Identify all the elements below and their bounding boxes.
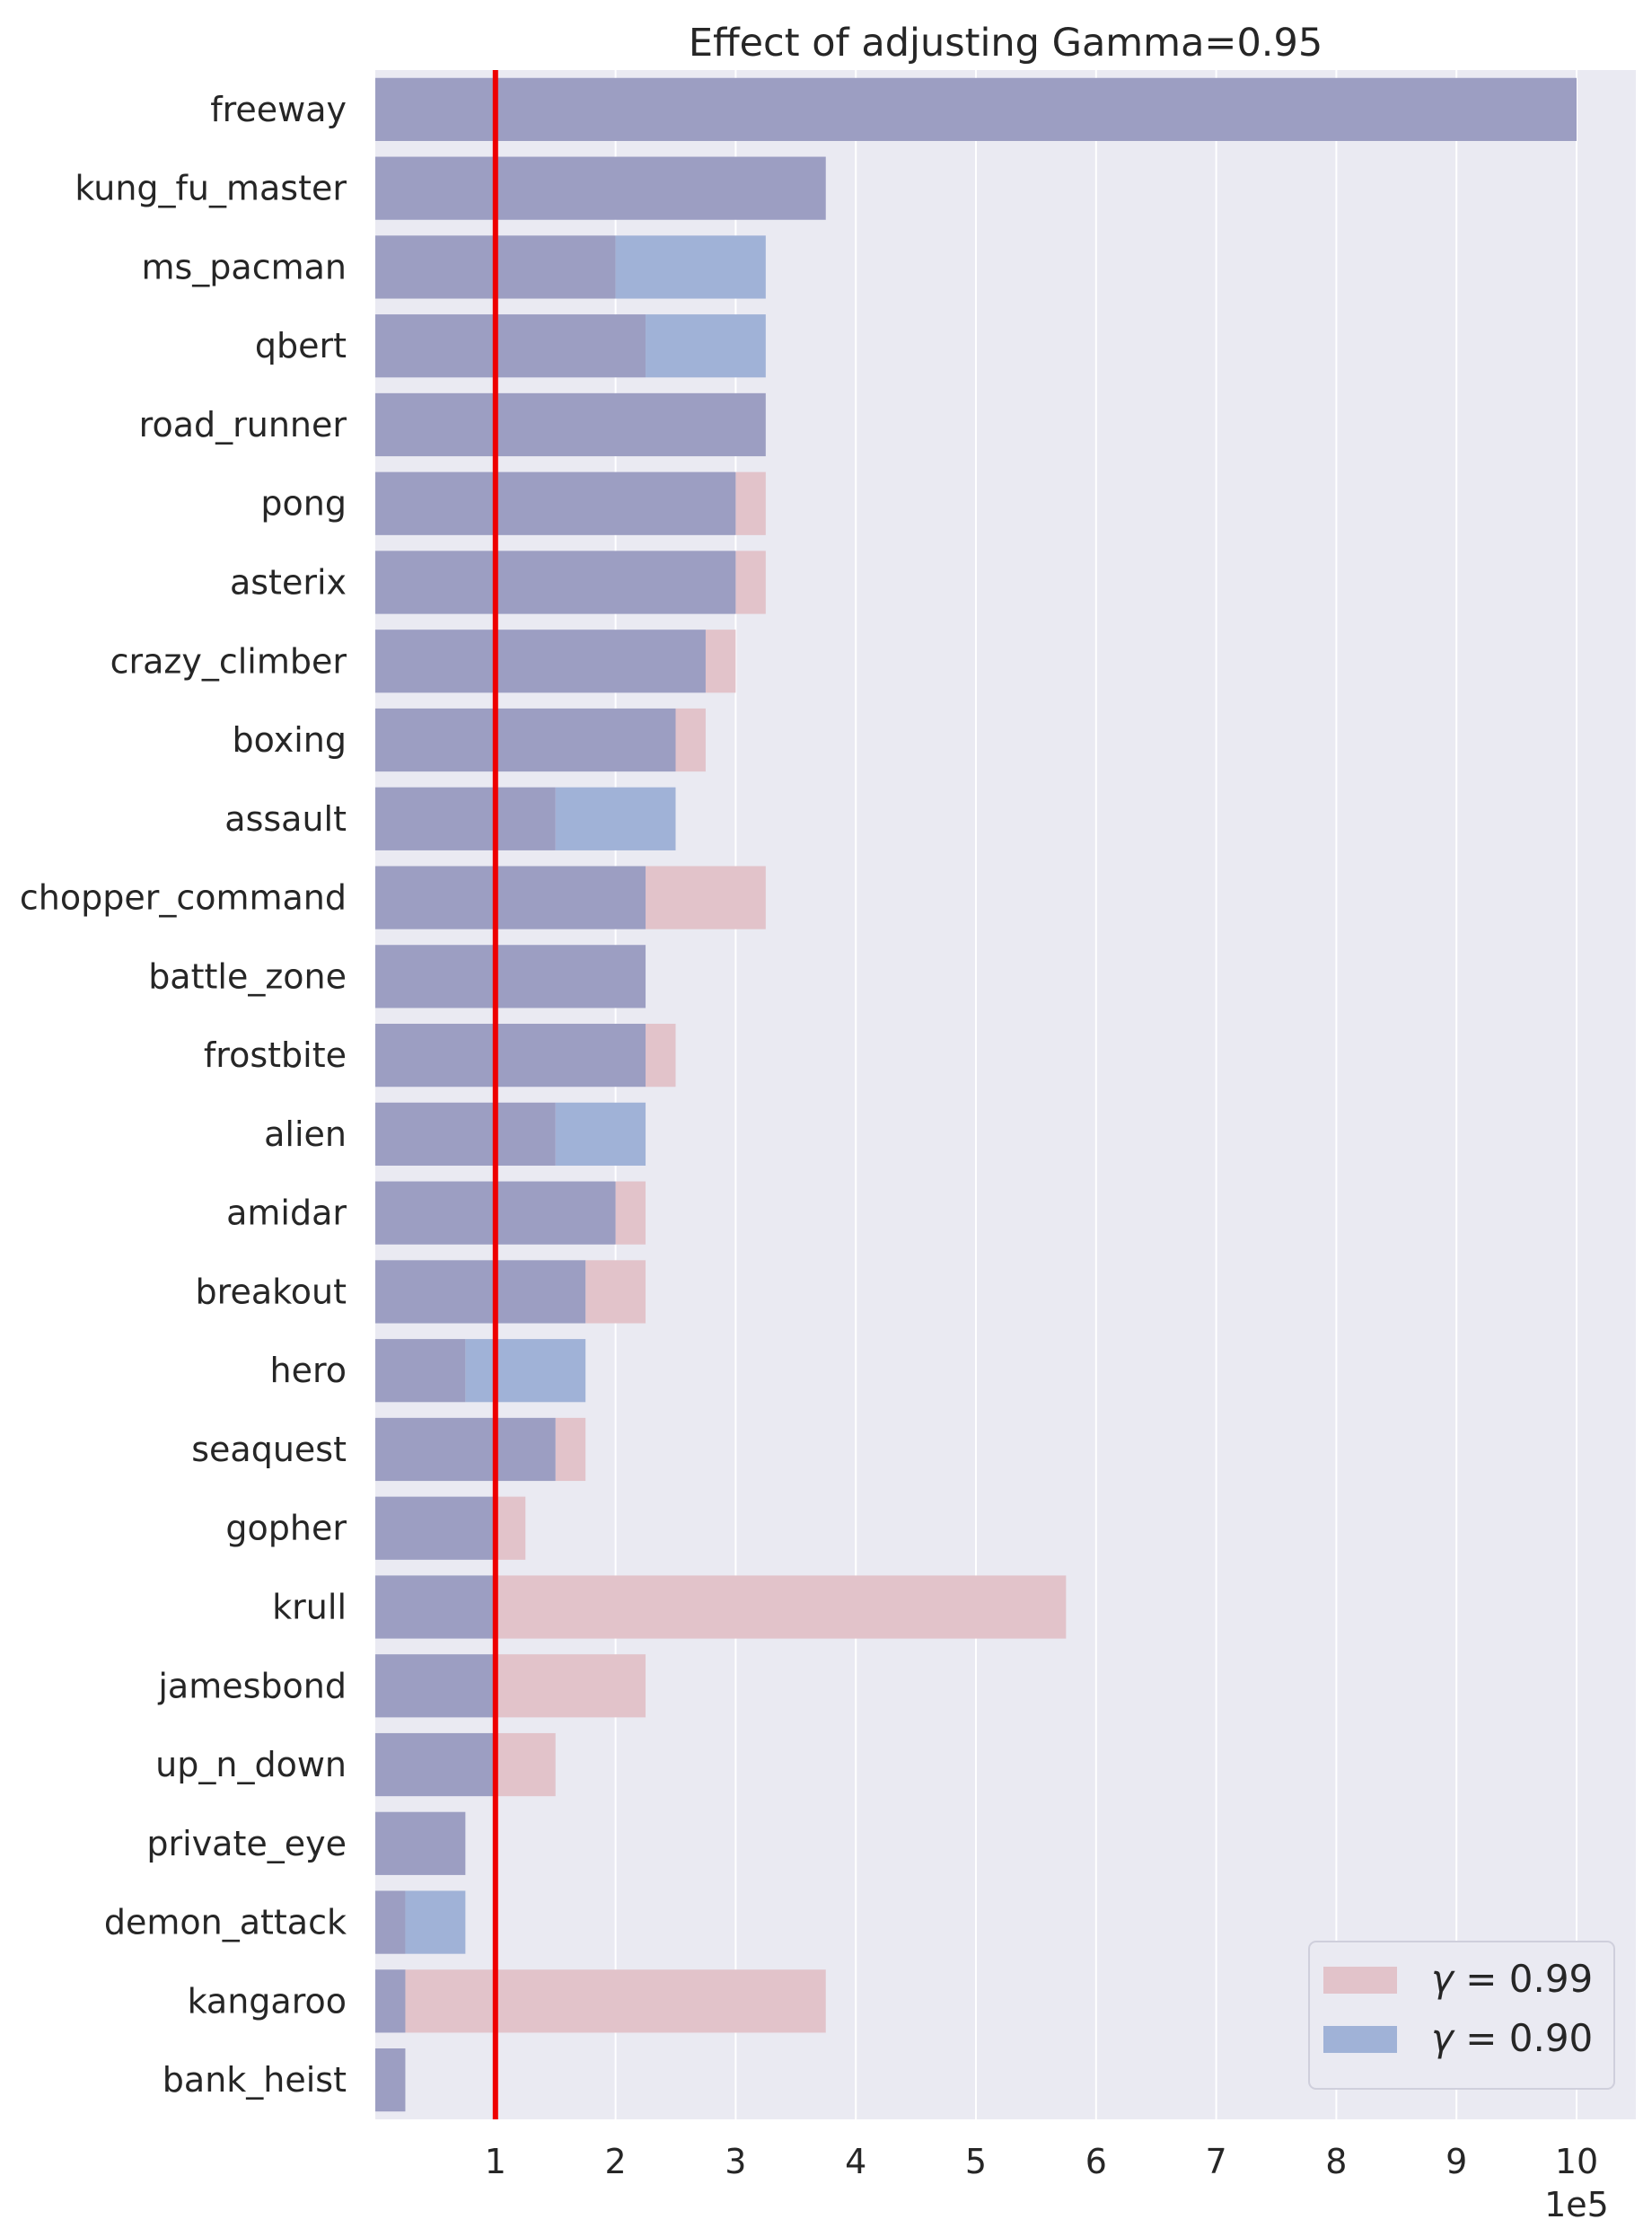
bar-chopper_command-overlap — [375, 866, 646, 929]
category-label: freeway — [210, 90, 347, 129]
bar-kung_fu_master-overlap — [375, 156, 826, 220]
bar-frostbite-overlap — [375, 1024, 646, 1088]
bar-pong-gamma-099 — [735, 471, 766, 535]
legend: γ = 0.99 γ = 0.90 — [1308, 1941, 1615, 2090]
category-label: pong — [260, 484, 347, 524]
category-label: road_runner — [139, 405, 347, 445]
bar-road_runner-overlap — [375, 392, 766, 457]
bar-gopher-overlap — [375, 1496, 496, 1560]
bar-jamesbond-gamma-099 — [495, 1654, 646, 1718]
bar-krull-overlap — [375, 1575, 496, 1639]
bar-chopper_command-gamma-099 — [646, 866, 766, 929]
bar-boxing-overlap — [375, 708, 676, 772]
category-label: demon_attack — [104, 1903, 347, 1942]
category-label: boxing — [233, 720, 347, 760]
category-label: assault — [224, 799, 347, 839]
bar-crazy_climber-overlap — [375, 630, 706, 693]
x-tick-label: 6 — [1085, 2142, 1107, 2181]
bar-alien-overlap — [375, 1102, 556, 1166]
category-label: chopper_command — [20, 878, 347, 918]
category-label: hero — [270, 1351, 347, 1390]
x-tick-label: 3 — [725, 2142, 746, 2181]
bar-demon_attack-overlap — [375, 1890, 406, 1954]
bar-qbert-gamma-090 — [646, 314, 766, 378]
bar-frostbite-gamma-099 — [646, 1024, 676, 1088]
bar-breakout-overlap — [375, 1260, 586, 1324]
legend-swatch — [1323, 1967, 1397, 1994]
category-label: private_eye — [146, 1824, 347, 1863]
bar-private_eye-overlap — [375, 1811, 466, 1875]
bar-ms_pacman-gamma-090 — [615, 235, 766, 299]
category-label: qbert — [255, 326, 347, 365]
x-scale-label: 1e5 — [1544, 2185, 1609, 2224]
category-label: jamesbond — [157, 1666, 347, 1705]
bar-seaquest-gamma-099 — [555, 1417, 586, 1482]
bars — [375, 77, 1577, 2112]
category-label: ms_pacman — [141, 247, 347, 286]
x-tick-label: 4 — [845, 2142, 866, 2181]
category-label: kung_fu_master — [75, 169, 347, 208]
bar-hero-gamma-090 — [465, 1339, 586, 1403]
bar-gopher-gamma-099 — [495, 1496, 526, 1560]
category-label: bank_heist — [163, 2060, 347, 2100]
chart-title: Effect of adjusting Gamma=0.95 — [689, 21, 1322, 66]
bar-up_n_down-gamma-099 — [495, 1732, 556, 1797]
bar-asterix-gamma-099 — [735, 550, 766, 614]
bar-freeway-overlap — [375, 77, 1577, 141]
bar-pong-overlap — [375, 471, 736, 535]
x-tick-label: 5 — [965, 2142, 987, 2181]
bar-asterix-overlap — [375, 550, 736, 614]
bar-kangaroo-gamma-099 — [405, 1969, 826, 2033]
bar-assault-gamma-090 — [555, 787, 676, 850]
bar-krull-gamma-099 — [495, 1575, 1067, 1639]
bar-kangaroo-overlap — [375, 1969, 406, 2033]
bar-qbert-overlap — [375, 314, 646, 378]
category-label: up_n_down — [155, 1745, 347, 1784]
bar-up_n_down-overlap — [375, 1732, 496, 1797]
x-tick-label: 2 — [605, 2142, 627, 2181]
bar-battle_zone-overlap — [375, 945, 646, 1008]
x-tick-label: 9 — [1446, 2142, 1467, 2181]
x-tick-label: 8 — [1325, 2142, 1347, 2181]
category-label: gopher — [225, 1509, 347, 1548]
legend-label: γ = 0.90 — [1431, 2016, 1593, 2060]
legend-label: γ = 0.99 — [1431, 1957, 1593, 2001]
category-label: asterix — [230, 563, 347, 603]
category-label: krull — [272, 1588, 347, 1627]
category-label: alien — [264, 1114, 347, 1154]
category-label: breakout — [196, 1272, 347, 1311]
x-tick-label: 10 — [1555, 2142, 1598, 2181]
category-label: kangaroo — [188, 1981, 347, 2021]
bar-jamesbond-overlap — [375, 1654, 496, 1718]
bar-seaquest-overlap — [375, 1417, 556, 1482]
bar-boxing-gamma-099 — [675, 708, 706, 772]
category-label: battle_zone — [148, 956, 347, 996]
legend-swatch — [1323, 2026, 1397, 2053]
category-label: frostbite — [204, 1035, 347, 1075]
x-tick-label: 7 — [1206, 2142, 1227, 2181]
category-label: crazy_climber — [110, 641, 347, 681]
bar-assault-overlap — [375, 787, 556, 850]
x-tick-label: 1 — [485, 2142, 506, 2181]
bar-bank_heist-overlap — [375, 2048, 406, 2112]
bar-alien-gamma-090 — [555, 1102, 646, 1166]
bar-breakout-gamma-099 — [585, 1260, 646, 1324]
x-tick-labels: 1 2 3 4 5 6 7 8 9 10 — [485, 2142, 1598, 2181]
category-label: seaquest — [191, 1430, 347, 1469]
category-label: amidar — [226, 1193, 347, 1233]
bar-hero-overlap — [375, 1339, 466, 1403]
bar-demon_attack-gamma-090 — [405, 1890, 466, 1954]
bar-amidar-gamma-099 — [615, 1181, 646, 1245]
bar-crazy_climber-gamma-099 — [705, 630, 736, 693]
